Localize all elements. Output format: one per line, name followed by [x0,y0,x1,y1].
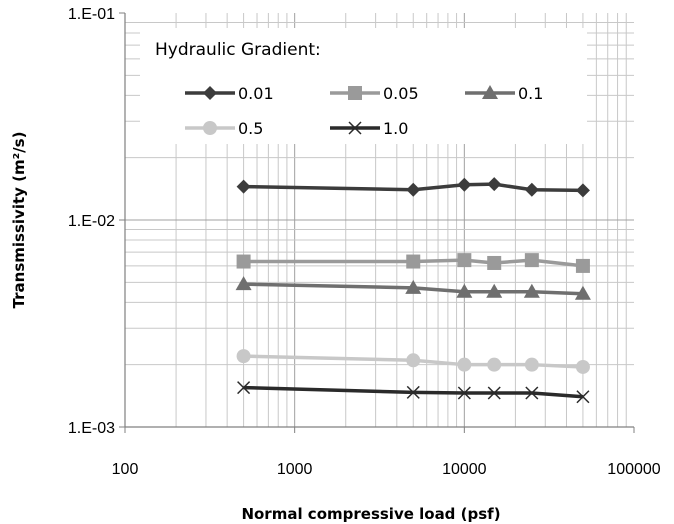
x-tick-label: 10000 [442,461,487,478]
diamond-marker [203,86,217,100]
triangle-marker [574,285,591,300]
circle-marker [524,357,539,372]
square-marker [524,253,539,268]
y-axis-title: Transmissivity (m²/s) [10,132,28,309]
series-line [243,354,584,369]
y-tick-label: 1.E-01 [68,6,115,23]
series-0.5 [236,349,590,374]
series-line [243,258,584,268]
legend-label: 0.05 [383,84,419,103]
triangle-marker [456,283,473,298]
triangle-marker [405,279,422,294]
x-marker [457,386,471,400]
square-marker [457,253,472,268]
diamond-marker [406,182,421,197]
x-marker [406,385,420,399]
circle-marker [575,359,590,374]
legend-label: 0.5 [238,119,263,138]
series-1.0 [237,381,590,404]
square-marker [487,255,502,270]
circle-marker [487,357,502,372]
diamond-marker [236,179,251,194]
legend-entry-0.05: 0.05 [330,84,419,103]
legend-label: 0.1 [518,84,543,103]
series-line [243,182,583,193]
legend-entry-0.1: 0.1 [465,84,543,103]
series-line [243,282,583,296]
x-marker [348,121,362,135]
x-marker [525,386,539,400]
axes [119,12,635,433]
tick-labels: 100 1000 10000 100000 1.E-03 1.E-02 1.E-01 [68,6,661,478]
legend-label: 1.0 [383,119,408,138]
series-0.01 [236,177,590,198]
triangle-marker [482,85,498,99]
circle-marker [203,121,217,135]
x-marker [576,390,590,404]
x-axis-title: Normal compressive load (psf) [241,505,500,523]
triangle-marker [523,283,540,298]
series-0.1 [235,276,591,300]
square-marker [236,254,251,269]
y-tick-label: 1.E-02 [68,213,115,230]
x-tick-label: 100 [112,461,139,478]
series-line [243,385,584,399]
diamond-marker [457,177,472,192]
x-tick-label: 1000 [277,461,313,478]
x-marker [237,381,251,395]
square-marker [406,254,421,269]
circle-marker [457,357,472,372]
x-tick-label: 100000 [607,461,660,478]
square-marker [575,258,590,273]
data-series [235,177,591,404]
diamond-marker [575,183,590,198]
triangle-marker [486,283,503,298]
legend-entry-1.0: 1.0 [330,119,408,138]
circle-marker [406,353,421,368]
x-marker [487,386,501,400]
triangle-marker [235,276,252,291]
square-marker [348,86,362,100]
circle-marker [236,349,251,364]
legend-entry-0.01: 0.01 [185,84,274,103]
legend-entry-0.5: 0.5 [185,119,263,138]
legend-title: Hydraulic Gradient: [155,40,321,60]
y-tick-label: 1.E-03 [68,420,115,437]
diamond-marker [524,182,539,197]
series-0.05 [236,253,590,273]
diamond-marker [487,177,502,192]
legend: Hydraulic Gradient: 0.01 0.05 0.1 0.5 1.0 [155,40,543,138]
legend-label: 0.01 [238,84,274,103]
